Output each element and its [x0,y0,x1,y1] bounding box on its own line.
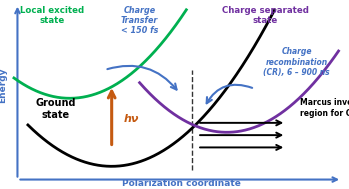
Text: Marcus inverted
region for CR: Marcus inverted region for CR [300,98,349,118]
Text: Energy: Energy [0,67,7,103]
Text: Charge separated
state: Charge separated state [222,6,309,25]
Text: Charge
Transfer
< 150 fs: Charge Transfer < 150 fs [121,6,158,36]
Text: hν: hν [124,114,139,124]
Text: Polarization coordinate: Polarization coordinate [122,179,241,188]
Text: Local excited
state: Local excited state [20,6,84,25]
Text: Ground
state: Ground state [36,98,76,120]
Text: Charge
recombination
(CR), 6 – 900 ns: Charge recombination (CR), 6 – 900 ns [263,47,330,77]
